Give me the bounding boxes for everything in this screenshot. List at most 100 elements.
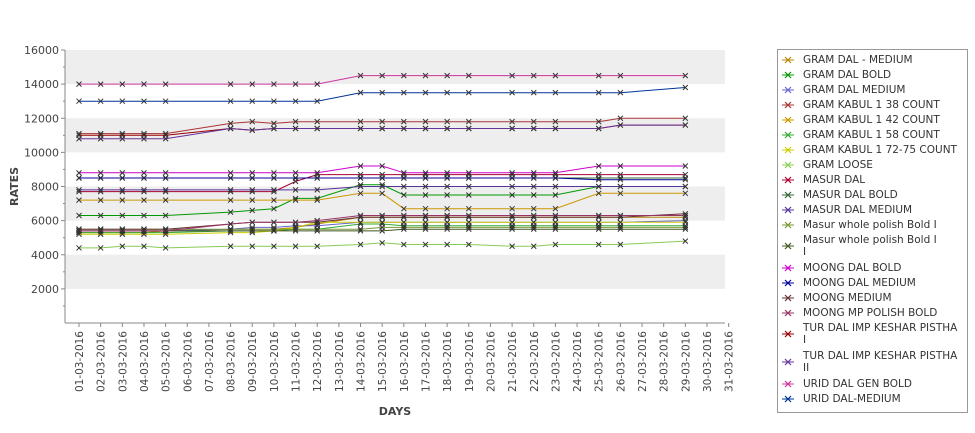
legend-marker-icon: [782, 380, 794, 388]
legend-swatch-mark: [784, 358, 792, 366]
legend-label-line: I: [803, 334, 807, 346]
legend-marker-icon: [782, 330, 794, 338]
legend-item: TUR DAL IMP KESHAR PISTHA I: [778, 322, 967, 346]
series-line: [79, 117, 686, 135]
data-point: [249, 118, 256, 125]
legend-item: TUR DAL IMP KESHAR PISTHA II: [778, 350, 967, 374]
legend-swatch-mark: [784, 330, 792, 338]
series-line: [79, 240, 686, 249]
data-point: [552, 226, 559, 233]
legend-label-line: GRAM KABUL 1 58 COUNT: [803, 129, 940, 141]
data-point: [119, 169, 126, 176]
data-point: [292, 228, 299, 234]
data-point: [422, 72, 429, 79]
legend-swatch-mark: [784, 279, 792, 287]
data-point: [119, 135, 126, 142]
y-tick-label: 14000: [24, 78, 59, 91]
data-point: [162, 169, 169, 176]
data-point: [379, 228, 386, 234]
data-point: [97, 245, 104, 251]
data-point: [141, 81, 147, 87]
data-point: [271, 98, 277, 105]
data-point: [292, 118, 299, 125]
data-point: [595, 190, 602, 197]
data-point: [249, 207, 256, 214]
data-point: [552, 183, 559, 190]
data-point: [292, 175, 299, 181]
legend-label: MASUR DAL BOLD: [803, 189, 965, 201]
data-point: [530, 175, 537, 181]
legend-label-line: URID DAL GEN BOLD: [803, 378, 912, 390]
data-point: [97, 135, 104, 142]
series-group: [76, 212, 689, 234]
data-point: [357, 212, 364, 219]
data-point: [119, 197, 126, 204]
data-point: [227, 187, 234, 193]
data-point: [227, 125, 234, 132]
legend-swatch-mark: [784, 395, 792, 403]
data-point: [162, 175, 169, 181]
data-point: [444, 192, 450, 198]
data-point: [444, 241, 450, 248]
data-point: [422, 125, 429, 132]
series-group: [76, 190, 689, 212]
data-point: [141, 243, 147, 250]
legend-label: MOONG MEDIUM: [803, 292, 965, 304]
series-line: [79, 75, 686, 85]
legend-marker-icon: [782, 191, 794, 199]
data-point: [379, 183, 386, 190]
legend-label: GRAM DAL MEDIUM: [803, 84, 965, 96]
data-point: [141, 169, 147, 176]
data-point: [552, 219, 559, 226]
data-point: [617, 183, 624, 190]
data-point: [97, 212, 104, 219]
data-point: [595, 72, 602, 79]
data-point: [357, 118, 364, 125]
legend-swatch-mark: [784, 116, 792, 124]
data-point: [509, 125, 515, 132]
data-point: [292, 219, 299, 226]
data-point: [76, 197, 82, 204]
legend-item: MASUR DAL: [778, 174, 967, 186]
legend-item: GRAM LOOSE: [778, 159, 967, 171]
legend-item: GRAM DAL MEDIUM: [778, 84, 967, 96]
data-point: [509, 183, 515, 190]
data-point: [530, 125, 537, 132]
data-point: [314, 187, 321, 193]
data-point: [444, 89, 450, 96]
data-point: [292, 81, 299, 87]
y-tick-label: 6000: [31, 215, 59, 228]
data-point: [249, 98, 256, 105]
data-point: [379, 118, 386, 125]
data-point: [465, 175, 472, 181]
x-tick-label: 24-03-2016: [572, 331, 584, 392]
data-point: [162, 187, 169, 193]
data-point: [509, 219, 515, 226]
data-point: [595, 163, 602, 169]
x-tick-label: 21-03-2016: [507, 331, 519, 392]
data-point: [141, 197, 147, 204]
legend-swatch-mark: [784, 242, 792, 250]
data-point: [76, 169, 82, 176]
series-line: [79, 177, 686, 181]
data-point: [682, 183, 689, 190]
data-point: [227, 243, 234, 250]
data-point: [379, 175, 386, 181]
legend-label-line: TUR DAL IMP KESHAR PISTHA: [803, 350, 958, 362]
data-point: [465, 118, 472, 125]
data-point: [162, 135, 169, 142]
legend-label-line: GRAM DAL MEDIUM: [803, 84, 906, 96]
legend-swatch-mark: [784, 56, 792, 64]
legend-label: URID DAL GEN BOLD: [803, 378, 965, 390]
data-point: [141, 135, 147, 142]
data-point: [271, 81, 277, 87]
data-point: [465, 183, 472, 190]
grid-band: [65, 254, 725, 289]
data-point: [162, 212, 169, 219]
data-point: [509, 226, 515, 233]
data-point: [595, 241, 602, 248]
data-point: [227, 209, 234, 215]
data-point: [509, 175, 515, 181]
legend-item: MOONG MEDIUM: [778, 292, 967, 304]
